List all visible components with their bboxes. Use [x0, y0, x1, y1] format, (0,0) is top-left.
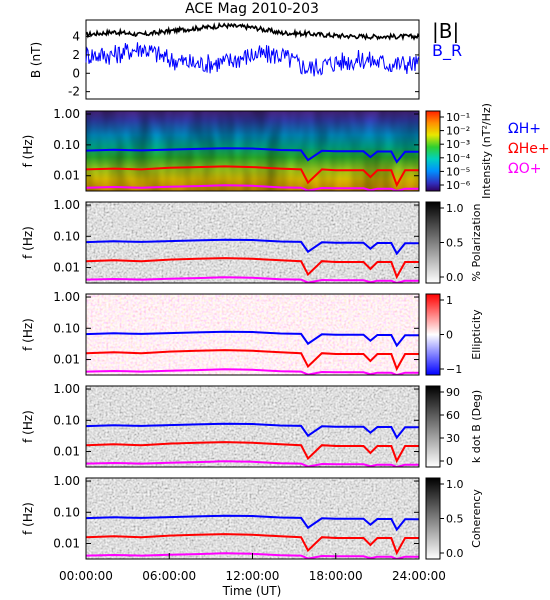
intensity-ylabel: f (Hz) — [21, 135, 35, 168]
x-tick-label: 12:00:00 — [226, 569, 280, 583]
y-tick-label: 1.00 — [53, 474, 80, 488]
x-tick-label: 18:00:00 — [309, 569, 363, 583]
gyrofrequency-line-he-plus — [86, 441, 419, 464]
y-tick-label: 0.01 — [53, 537, 80, 551]
ellipticity-colorbar-label: Ellipticity — [470, 309, 483, 360]
coherency-colorbar-label: Coherency — [470, 489, 483, 548]
gyrofrequency-line-h-plus — [86, 422, 419, 440]
time-axis: 00:00:00 06:00:00 12:00:00 18:00:00 24:00:00 — [59, 553, 446, 583]
legend-h-plus: ΩH+ — [508, 121, 541, 137]
colorbar-tick-label: 10⁻¹ — [446, 111, 470, 124]
gyrofrequency-line-h-plus — [86, 514, 419, 532]
gyrofrequency-line-h-plus — [86, 147, 419, 164]
colorbar-tick-label: 10⁻⁵ — [446, 165, 470, 178]
ellipticity-colorbar — [425, 293, 441, 376]
b-field-series — [85, 21, 420, 77]
colorbar-tick-label: 1.0 — [446, 478, 464, 491]
series-line-bmag — [85, 21, 420, 42]
intensity-colorbar-label: Intensity (nT²/Hz) — [480, 103, 493, 199]
y-tick-label: 1.00 — [53, 382, 80, 396]
gyrofrequency-line-h-plus — [86, 238, 419, 256]
panel-coherency: 1.00 0.10 0.01 f (Hz) 1.0 0.5 0.0 Coherency — [21, 474, 483, 560]
y-tick-label: 1.00 — [53, 290, 80, 304]
intensity-heatmap — [86, 111, 419, 191]
polarization-colorbar-label: % Polarization — [470, 204, 483, 282]
gyrofrequency-line-he-plus — [86, 257, 419, 280]
colorbar-tick-label: −1 — [446, 363, 462, 376]
colorbar-tick-label: 1 — [446, 294, 453, 307]
colorbar-tick-label: 10⁻³ — [446, 138, 470, 151]
gyrofrequency-line-h-plus — [86, 330, 419, 348]
colorbar-tick-label: 30 — [446, 432, 460, 445]
y-tick-label: 0.10 — [53, 321, 80, 335]
ellipticity-heatmap — [86, 294, 419, 375]
colorbar-tick-label: 0 — [446, 455, 453, 468]
ellipticity-ylabel: f (Hz) — [21, 318, 35, 351]
y-tick-label: -2 — [68, 85, 80, 99]
colorbar-tick-label: 0 — [446, 329, 453, 342]
polarization-heatmap — [86, 202, 419, 283]
x-tick-label: 00:00:00 — [59, 569, 113, 583]
k-dot-b-heatmap — [86, 386, 419, 467]
colorbar-tick-label: 0.0 — [446, 547, 464, 560]
y-tick-label: 0.10 — [53, 413, 80, 427]
intensity-plot-frame — [85, 110, 420, 192]
series-line-br — [85, 42, 420, 77]
polarization-ylabel: f (Hz) — [21, 226, 35, 259]
x-axis-label: Time (UT) — [222, 584, 282, 598]
panel-b-field: 4 2 0 -2 B (nT) |B| B_R — [29, 19, 462, 100]
colorbar-tick-label: 0.5 — [446, 513, 464, 526]
panel-polarization: 1.00 0.10 0.01 f (Hz) 1.0 0.5 0.0 % Polarizatio… — [21, 198, 483, 284]
legend-o-plus: ΩO+ — [508, 161, 541, 177]
spectral-panels: 1.000.100.01f (Hz)10⁻¹10⁻²10⁻³10⁻⁴10⁻⁵10… — [21, 103, 550, 560]
legend-br: B_R — [432, 41, 462, 61]
b-field-ylabel: B (nT) — [29, 42, 43, 78]
y-tick-label: 0.10 — [53, 505, 80, 519]
gyrofrequency-line-he-plus — [86, 165, 419, 188]
coherency-ylabel: f (Hz) — [21, 502, 35, 535]
polarization-colorbar — [425, 201, 441, 284]
panel-ellipticity: 1.00 0.10 0.01 f (Hz) 1 0 −1 Ellipticity — [21, 290, 483, 376]
y-tick-label: 4 — [72, 30, 80, 44]
y-tick-label: 0 — [72, 66, 80, 80]
y-tick-label: 1.00 — [53, 107, 80, 121]
y-tick-label: 0.01 — [53, 445, 80, 459]
colorbar-tick-label: 60 — [446, 409, 460, 422]
gyrofrequency-line-he-plus — [86, 533, 419, 556]
intensity-colorbar — [425, 110, 441, 192]
x-tick-label: 06:00:00 — [142, 569, 196, 583]
colorbar-tick-label: 10⁻⁴ — [446, 152, 471, 165]
k-dot-b-colorbar-label: k dot B (Deg) — [470, 390, 483, 463]
y-tick-label: 2 — [72, 48, 80, 62]
coherency-heatmap — [86, 478, 419, 559]
x-tick-label: 24:00:00 — [392, 569, 446, 583]
polarization-plot-frame — [85, 201, 420, 284]
colorbar-tick-label: 10⁻² — [446, 125, 470, 138]
colorbar-tick-label: 90 — [446, 386, 460, 399]
legend-bmag: |B| — [432, 19, 459, 43]
colorbar-tick-label: 0.0 — [446, 271, 464, 284]
colorbar-tick-label: 10⁻⁶ — [446, 179, 471, 192]
colorbar-tick-label: 0.5 — [446, 237, 464, 250]
gyrofrequency-line-he-plus — [86, 349, 419, 372]
y-tick-label: 0.01 — [53, 261, 80, 275]
y-tick-label: 0.10 — [53, 229, 80, 243]
panel-k-dot-b: 1.00 0.10 0.01 f (Hz) 90 60 30 0 k dot B (Deg) — [21, 382, 483, 468]
b-field-y-ticks: 4 2 0 -2 — [68, 30, 419, 99]
y-tick-label: 1.00 — [53, 198, 80, 212]
y-tick-label: 0.10 — [53, 138, 80, 152]
y-tick-label: 0.01 — [53, 353, 80, 367]
k-dot-b-plot-frame — [85, 385, 420, 468]
figure-title: ACE Mag 2010-203 — [185, 1, 319, 17]
k-dot-b-ylabel: f (Hz) — [21, 410, 35, 443]
panel-intensity: 1.00 0.10 0.01 f (Hz) 10⁻¹10⁻²10⁻³10⁻⁴10⁻⁵10… — [21, 103, 550, 199]
ellipticity-plot-frame — [85, 293, 420, 376]
coherency-colorbar — [425, 477, 441, 560]
k-dot-b-colorbar — [425, 385, 441, 468]
legend-he-plus: ΩHe+ — [508, 141, 550, 157]
y-tick-label: 0.01 — [53, 169, 80, 183]
colorbar-tick-label: 1.0 — [446, 202, 464, 215]
